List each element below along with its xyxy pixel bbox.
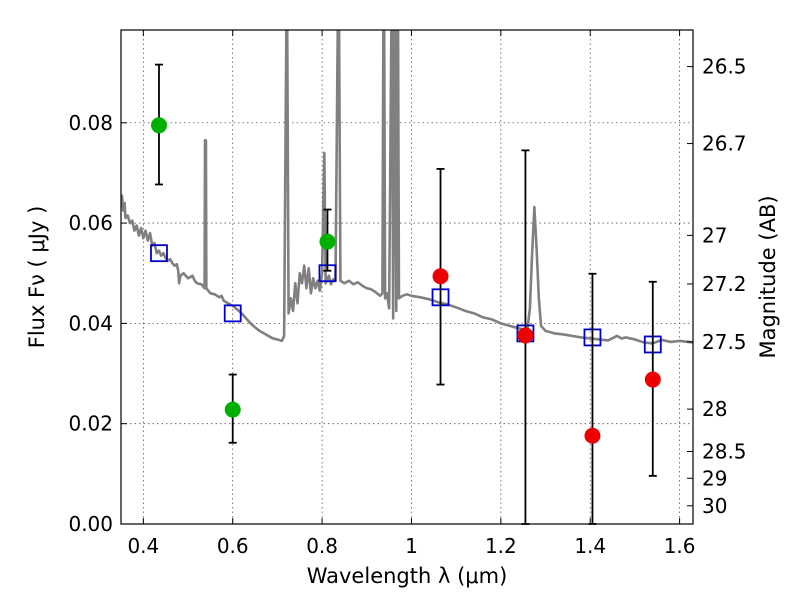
mag-tick-label: 28 xyxy=(702,397,727,421)
mag-tick-label: 30 xyxy=(702,494,727,518)
y-axis-label-left: Flux Fν ( μJy ) xyxy=(25,206,49,349)
mag-tick-label: 26.7 xyxy=(702,132,747,156)
observed-point xyxy=(224,401,241,418)
series-observed-green xyxy=(150,63,336,444)
y-tick-label: 0.00 xyxy=(68,512,113,536)
observed-point xyxy=(584,427,601,444)
observed-point xyxy=(517,327,534,344)
mag-tick-label: 28.5 xyxy=(702,440,747,464)
x-tick-label: 0.6 xyxy=(217,534,249,558)
observed-point xyxy=(644,371,661,388)
y-axis-label-right: Magnitude (AB) xyxy=(756,195,780,358)
observed-point xyxy=(432,268,449,285)
mag-tick-label: 29 xyxy=(702,466,727,490)
x-tick-label: 1.2 xyxy=(485,534,517,558)
mag-tick-label: 26.5 xyxy=(702,55,747,79)
mag-tick-label: 27.5 xyxy=(702,330,747,354)
x-tick-label: 1.6 xyxy=(664,534,696,558)
series-layer xyxy=(121,30,693,525)
model-point xyxy=(150,244,168,263)
model-point xyxy=(223,304,242,323)
plot-frame xyxy=(120,29,694,525)
y-tick-label: 0.06 xyxy=(68,211,113,235)
y-tick-label: 0.02 xyxy=(68,412,113,436)
observed-point xyxy=(319,233,336,250)
ticks: 0.4 0.6 0.8 1 1.2 1.4 1.6 0.00 0.02 0.04 0.06 0.08 2… xyxy=(68,30,747,558)
x-tick-label: 1 xyxy=(405,534,418,558)
x-tick-label: 0.4 xyxy=(127,534,159,558)
x-axis-label: Wavelength λ (μm) xyxy=(307,564,508,588)
y-tick-label: 0.08 xyxy=(68,111,113,135)
x-tick-label: 1.4 xyxy=(574,534,606,558)
x-tick-label: 0.8 xyxy=(306,534,338,558)
observed-point xyxy=(150,117,167,134)
grid xyxy=(121,30,693,524)
y-tick-label: 0.04 xyxy=(68,311,113,335)
mag-tick-label: 27 xyxy=(702,223,727,247)
mag-tick-label: 27.2 xyxy=(702,272,747,296)
